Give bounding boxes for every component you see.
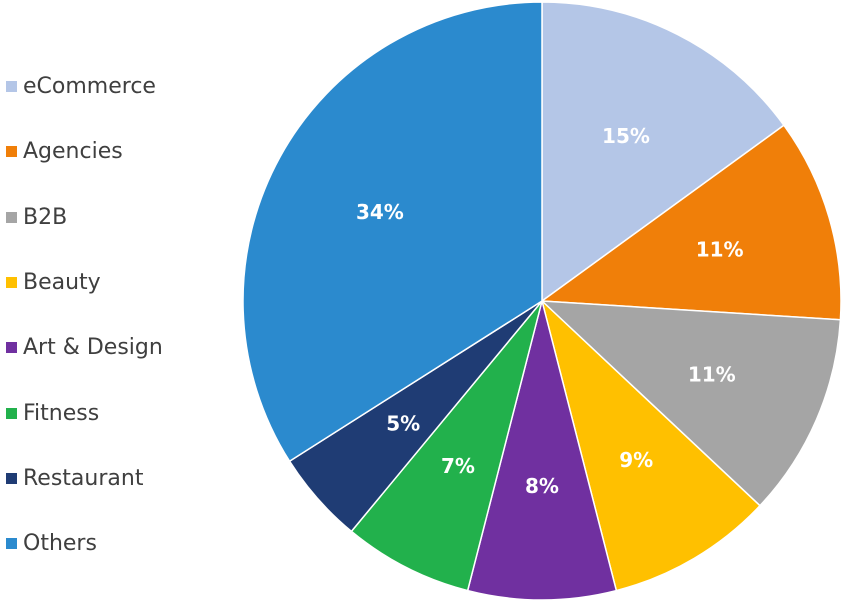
legend-item-fitness[interactable]: Fitness: [6, 380, 163, 445]
pie-slice-b2b[interactable]: [539, 300, 842, 507]
data-label-restaurant: 5%: [386, 411, 420, 435]
legend-item-others[interactable]: Others: [6, 511, 163, 576]
data-label-art-design: 8%: [525, 474, 559, 498]
legend-item-agencies[interactable]: Agencies: [6, 119, 163, 184]
legend-label-ecommerce: eCommerce: [23, 74, 156, 100]
legend-label-others: Others: [23, 531, 97, 557]
legend-label-art-design: Art & Design: [23, 335, 163, 361]
legend-swatch-art-design: [6, 342, 17, 354]
data-label-ecommerce: 15%: [602, 124, 650, 148]
legend-item-art-design[interactable]: Art & Design: [6, 315, 163, 380]
legend-swatch-restaurant: [6, 472, 17, 484]
pie-slice-art-design[interactable]: [466, 300, 618, 601]
legend-label-fitness: Fitness: [23, 400, 100, 426]
legend-item-beauty[interactable]: Beauty: [6, 250, 163, 315]
legend: eCommerce Agencies B2B Beauty Art & Desi…: [6, 54, 163, 576]
pie-slice-agencies[interactable]: [539, 124, 842, 321]
legend-swatch-b2b: [6, 211, 17, 223]
legend-label-restaurant: Restaurant: [23, 465, 144, 491]
data-label-b2b: 11%: [688, 362, 736, 386]
data-label-beauty: 9%: [619, 448, 653, 472]
legend-swatch-fitness: [6, 407, 17, 419]
pie-slice-fitness[interactable]: [350, 300, 543, 592]
data-label-fitness: 7%: [441, 454, 475, 478]
legend-swatch-beauty: [6, 277, 17, 289]
pie-slice-beauty[interactable]: [540, 298, 762, 592]
legend-swatch-ecommerce: [6, 81, 17, 93]
legend-label-agencies: Agencies: [23, 139, 123, 165]
legend-item-ecommerce[interactable]: eCommerce: [6, 54, 163, 119]
legend-item-b2b[interactable]: B2B: [6, 185, 163, 250]
pie-slice-ecommerce[interactable]: [541, 1, 785, 303]
legend-swatch-others: [6, 538, 17, 550]
data-label-agencies: 11%: [696, 237, 744, 261]
legend-label-b2b: B2B: [23, 204, 68, 230]
data-label-others: 34%: [356, 200, 404, 224]
legend-item-restaurant[interactable]: Restaurant: [6, 446, 163, 511]
legend-label-beauty: Beauty: [23, 270, 101, 296]
legend-swatch-agencies: [6, 146, 17, 158]
pie-slice-others[interactable]: [242, 1, 543, 463]
